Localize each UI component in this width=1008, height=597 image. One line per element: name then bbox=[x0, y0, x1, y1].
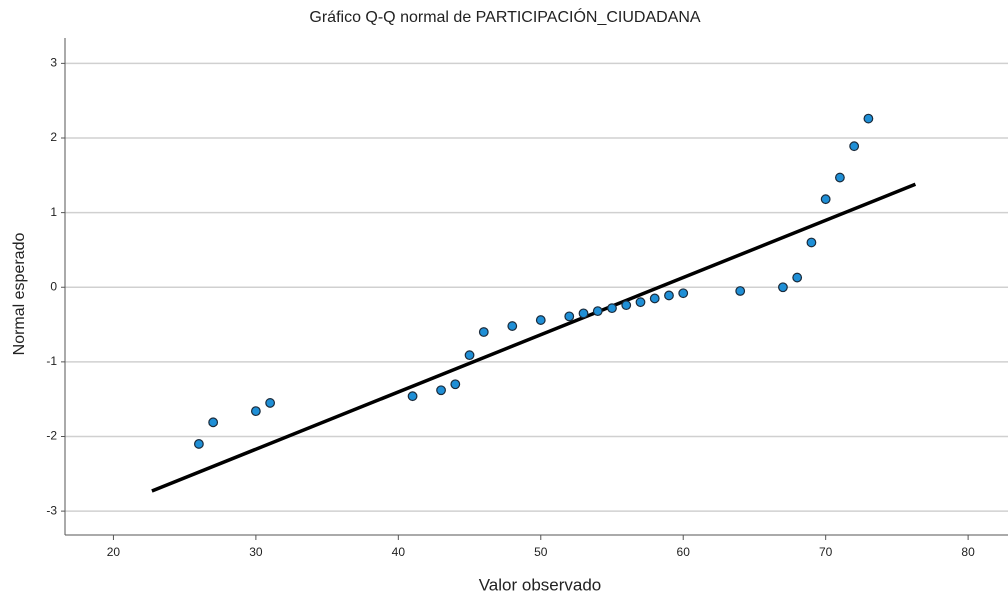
data-point bbox=[564, 311, 575, 322]
y-axis-label: Normal esperado bbox=[11, 233, 28, 356]
reference-line bbox=[151, 182, 917, 493]
y-tick-label: -3 bbox=[46, 503, 57, 517]
x-tick-label: 60 bbox=[677, 545, 691, 559]
y-tick-label: 1 bbox=[50, 205, 57, 219]
data-point bbox=[820, 194, 831, 205]
x-tick-label: 20 bbox=[107, 545, 121, 559]
data-point bbox=[792, 272, 803, 283]
data-point bbox=[635, 297, 646, 308]
data-point bbox=[863, 113, 874, 124]
x-tick-label: 30 bbox=[249, 545, 263, 559]
data-point bbox=[835, 172, 845, 183]
data-point bbox=[607, 303, 617, 314]
data-point bbox=[478, 327, 489, 337]
data-point bbox=[621, 300, 632, 311]
x-axis-label: Valor observado bbox=[479, 575, 602, 594]
y-tick-label: 0 bbox=[50, 279, 57, 293]
data-point bbox=[806, 237, 817, 248]
y-tick-label: 3 bbox=[50, 56, 57, 70]
data-point bbox=[664, 290, 674, 301]
data-point bbox=[535, 315, 546, 325]
data-point bbox=[678, 288, 689, 299]
data-point bbox=[507, 321, 518, 331]
data-point bbox=[735, 286, 746, 296]
data-point bbox=[464, 350, 475, 361]
data-point bbox=[592, 306, 603, 317]
data-point bbox=[649, 293, 660, 304]
x-tick-label: 50 bbox=[534, 545, 548, 559]
data-point bbox=[250, 406, 261, 417]
data-point bbox=[450, 379, 461, 390]
data-point bbox=[407, 391, 418, 402]
x-tick-label: 40 bbox=[392, 545, 406, 559]
x-tick-label: 70 bbox=[819, 545, 833, 559]
data-point bbox=[578, 308, 589, 319]
data-point bbox=[778, 282, 788, 293]
data-point bbox=[436, 385, 446, 396]
y-tick-label: -2 bbox=[46, 429, 57, 443]
x-tick-label: 80 bbox=[961, 545, 975, 559]
data-point bbox=[208, 417, 219, 428]
y-tick-label: -1 bbox=[46, 354, 57, 368]
data-point bbox=[194, 439, 204, 449]
data-point bbox=[849, 141, 860, 152]
chart-title: Gráfico Q-Q normal de PARTICIPACIÓN_CIUD… bbox=[309, 7, 701, 26]
data-point bbox=[265, 398, 276, 408]
y-tick-label: 2 bbox=[50, 130, 57, 144]
